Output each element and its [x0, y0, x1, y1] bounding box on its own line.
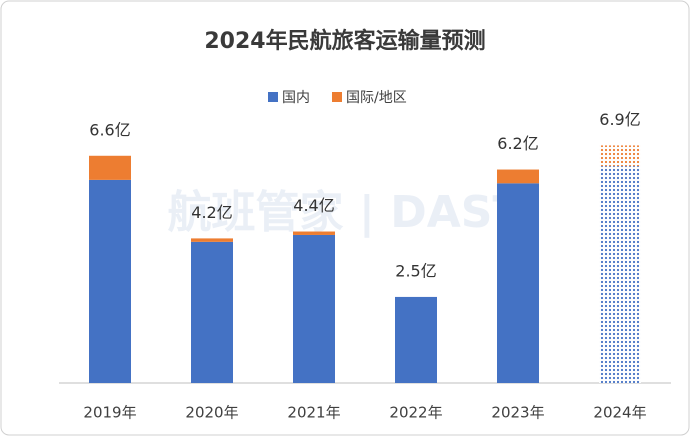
- bar-segment: [191, 238, 233, 242]
- total-label: 4.2亿: [191, 203, 232, 222]
- total-label: 6.2亿: [497, 134, 538, 153]
- x-tick-label: 2024年: [593, 404, 646, 422]
- legend-swatch: [332, 92, 342, 102]
- chart-title: 2024年民航旅客运输量预测: [204, 28, 485, 54]
- total-label: 2.5亿: [395, 261, 436, 280]
- bar-segment: [599, 145, 641, 167]
- x-tick-label: 2023年: [491, 404, 544, 422]
- legend-label: 国际/地区: [346, 90, 407, 106]
- bar-segment: [293, 234, 335, 383]
- x-tick-label: 2020年: [185, 404, 238, 422]
- total-label: 4.4亿: [293, 196, 334, 215]
- total-label: 6.6亿: [89, 120, 130, 139]
- x-tick-label: 2022年: [389, 404, 442, 422]
- x-tick-label: 2021年: [287, 404, 340, 422]
- bar-segment: [599, 166, 641, 383]
- legend-swatch: [268, 92, 278, 102]
- bar-segment: [395, 296, 437, 383]
- legend-label: 国内: [282, 90, 310, 106]
- total-label: 6.9亿: [599, 110, 640, 129]
- bar-segment: [293, 231, 335, 235]
- bar-segment: [497, 183, 539, 383]
- bar-segment: [89, 179, 131, 383]
- x-tick-label: 2019年: [83, 404, 136, 422]
- bar-segment: [89, 155, 131, 180]
- bar-segment: [497, 169, 539, 184]
- bar-segment: [191, 241, 233, 383]
- watermark: 航班管家 | DAST: [168, 187, 523, 238]
